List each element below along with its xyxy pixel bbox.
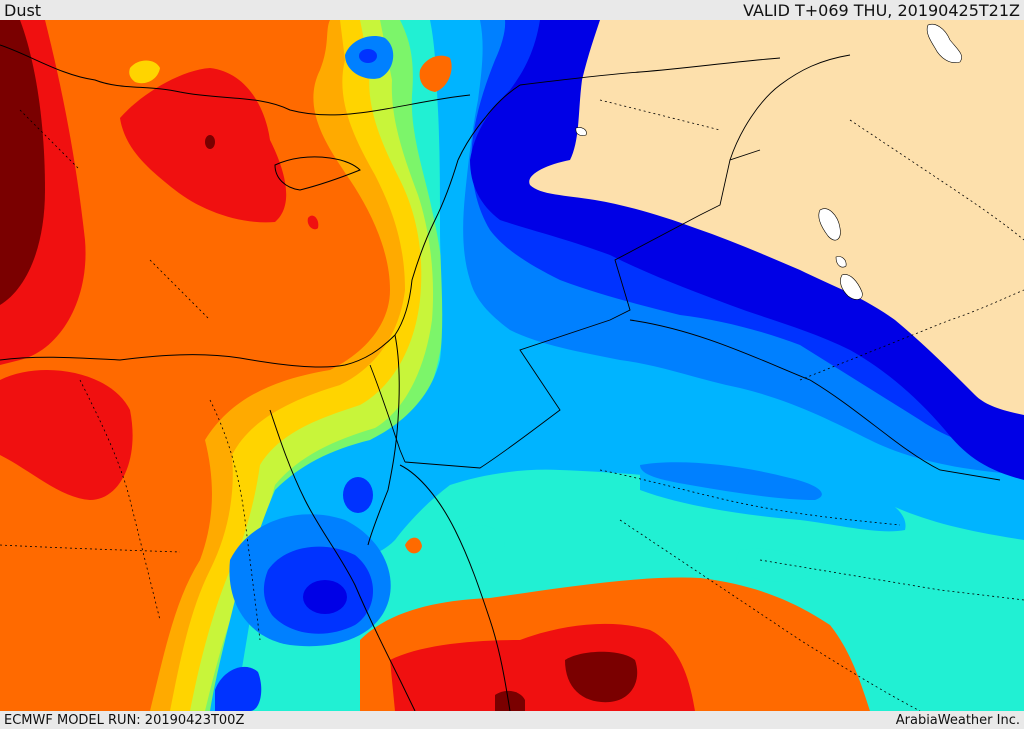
dust-teal-se: [736, 548, 815, 582]
lake-tharthar: [818, 208, 841, 241]
lake-urmia: [926, 23, 962, 63]
dust-blue-east: [640, 462, 822, 500]
footer-bar: ECMWF MODEL RUN: 20190423T00Z ArabiaWeat…: [0, 711, 1024, 729]
brand-credit: ArabiaWeather Inc.: [895, 712, 1020, 728]
dust-teal-blob: [456, 524, 505, 564]
model-run: ECMWF MODEL RUN: 20190423T00Z: [4, 712, 245, 728]
lake-razazza: [840, 274, 863, 300]
dust-maroon-west: [0, 20, 45, 305]
header-bar: Dust VALID T+069 THU, 20190425T21Z: [0, 0, 1024, 20]
dust-red-small: [307, 215, 319, 230]
lake-habbaniyah: [835, 256, 847, 268]
dust-maroon-south2: [495, 690, 525, 711]
dust-red-med: [120, 68, 287, 223]
dust-darkblue-north: [359, 49, 377, 63]
valid-time: VALID T+069 THU, 20190425T21Z: [743, 0, 1020, 20]
dust-map: [0, 20, 1024, 711]
dust-darkblue-south: [303, 580, 347, 614]
dust-orange-dot-sinai: [405, 537, 422, 554]
coastlines: [0, 44, 521, 711]
dust-yellow-nw: [129, 60, 160, 84]
dust-blue-sw: [215, 666, 262, 711]
land-no-data-region: [529, 20, 1024, 415]
dust-maroon-dot: [205, 135, 215, 149]
map-title: Dust: [4, 0, 42, 20]
lake-assad: [575, 127, 587, 136]
dust-maroon-south: [565, 651, 638, 703]
dust-orange-north: [419, 55, 452, 92]
borders: [369, 54, 1001, 481]
dust-blue-sinai: [343, 477, 373, 513]
dust-red-southwest: [0, 370, 133, 500]
province-lines: [0, 99, 1024, 711]
